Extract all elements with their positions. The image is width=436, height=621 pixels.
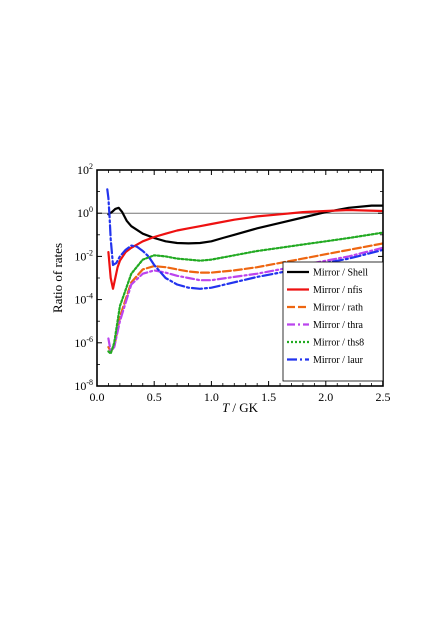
y-tick-label: 10-6 (74, 335, 93, 350)
x-tick-label: 2.0 (318, 390, 333, 404)
y-tick-label: 10-2 (74, 248, 93, 263)
series-line-shell (107, 204, 383, 245)
y-tick-label: 10-4 (74, 292, 93, 307)
x-tick-label: 0.0 (90, 390, 105, 404)
axis-ticks-layer (96, 169, 384, 387)
y-tick-label: 10-8 (74, 378, 93, 393)
legend-label: Mirror / nfis (313, 285, 363, 296)
x-axis-label-rest: / GK (229, 400, 259, 415)
y-tick-label: 102 (77, 162, 93, 177)
legend-box (282, 261, 384, 382)
series-line-ths8 (107, 231, 383, 355)
series-line-laur (106, 188, 383, 290)
x-tick-label: 2.5 (376, 390, 391, 404)
legend-label: Mirror / laur (313, 355, 364, 366)
x-tick-label: 1.0 (204, 390, 219, 404)
legend: Mirror / Shell Mirror / nfis Mirror / rath… (282, 261, 384, 382)
x-tick-label: 1.5 (261, 390, 276, 404)
y-axis-label: Ratio of rates (50, 243, 65, 313)
x-axis-label-italic: T (222, 400, 230, 415)
legend-label: Mirror / Shell (313, 268, 368, 279)
y-tick-labels: 10-8 10-6 10-4 10-2 100 102 (74, 162, 93, 393)
legend-label: Mirror / rath (313, 303, 363, 314)
x-tick-label: 0.5 (147, 390, 162, 404)
legend-label: Mirror / thra (313, 320, 364, 331)
series-line-rath (107, 242, 383, 353)
series-line-nfis (107, 208, 383, 290)
y-tick-label: 100 (77, 205, 93, 220)
x-axis-label: T / GK (222, 400, 259, 415)
x-tick-labels: 0.0 0.5 1.0 1.5 2.0 2.5 (90, 390, 391, 404)
legend-label: Mirror / ths8 (313, 338, 364, 349)
